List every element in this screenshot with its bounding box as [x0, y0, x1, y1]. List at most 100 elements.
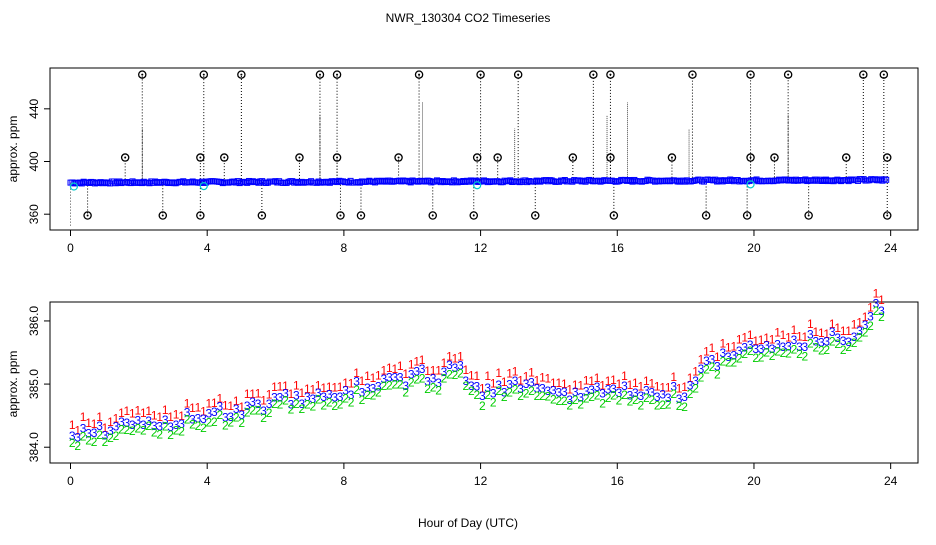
measurement-point: [753, 176, 760, 183]
measurement-point: [253, 179, 260, 186]
series-1-point: 1: [752, 334, 759, 348]
series-1-point: 1: [288, 387, 295, 401]
flag-point-dot: [298, 156, 301, 159]
measurement-point: [285, 178, 292, 185]
series-1-point: 1: [326, 380, 333, 394]
top-panel: 0 4 8 12 16 20 24 360 400 440: [27, 67, 919, 255]
series-2-point: 2: [796, 347, 803, 361]
series-2-point: 2: [424, 382, 431, 396]
series-1-point: 1: [391, 362, 398, 376]
series-1-point: 1: [703, 344, 710, 358]
series-3-point: 3: [561, 385, 568, 399]
series-2-point: 2: [441, 371, 448, 385]
series-3-point: 3: [441, 365, 448, 379]
series-3-point: 3: [419, 362, 426, 376]
x-tick-label: 12: [474, 474, 488, 488]
series-3-point: 3: [555, 386, 562, 400]
measurement-point: [821, 177, 828, 184]
series-1-point: 1: [687, 371, 694, 385]
measurement-point: [501, 177, 508, 184]
plot-frame: [49, 67, 919, 231]
series-1-point: 1: [91, 417, 98, 431]
measurement-point: [719, 178, 726, 185]
flag-point-dot: [496, 156, 499, 159]
series-3-point: 3: [74, 431, 81, 445]
measurement-point: [328, 178, 335, 185]
flag-point: [220, 153, 229, 162]
series-2-point: 2: [545, 389, 552, 403]
series-1-point: 1: [621, 369, 628, 383]
measurement-point: [396, 177, 403, 184]
measurement-point: [614, 178, 621, 185]
measurement-point: [486, 178, 493, 185]
flag-point-dot: [749, 156, 752, 159]
series-1-point: 1: [807, 317, 814, 331]
series-2-point: 2: [577, 397, 584, 411]
series-1-point: 1: [654, 379, 661, 393]
series-3-point: 3: [495, 378, 502, 392]
series-3-point: 3: [878, 304, 885, 318]
measurement-point: [776, 176, 783, 183]
measurement-point: [465, 178, 472, 185]
measurement-point: [231, 178, 238, 185]
measurement-point: [770, 178, 777, 185]
series-3-point: 3: [791, 333, 798, 347]
series-2-point: 2: [370, 389, 377, 403]
measurement-point: [853, 176, 860, 183]
measurement-point: [586, 176, 593, 183]
series-2-point: 2: [676, 399, 683, 413]
measurement-point: [638, 178, 645, 185]
series-1-point: 1: [233, 394, 240, 408]
series-2-point: 2: [320, 399, 327, 413]
flag-point: [804, 211, 813, 220]
measurement-point: [127, 180, 134, 187]
measurement-point: [413, 178, 420, 185]
measurement-point: [697, 176, 704, 183]
series-3-point: 3: [840, 334, 847, 348]
series-3-point: 3: [473, 380, 480, 394]
series-1-point: 1: [441, 356, 448, 370]
series-1-point: 1: [74, 423, 81, 437]
measurement-point: [422, 178, 429, 185]
y-tick-label: 360: [27, 204, 41, 224]
series-1-point: 1: [670, 370, 677, 384]
measurement-point: [559, 177, 566, 184]
series-2-point: 2: [769, 349, 776, 363]
series-1-point: 1: [370, 371, 377, 385]
series-3-point: 3: [736, 344, 743, 358]
flag-point: [315, 70, 325, 79]
measurement-point: [332, 178, 339, 185]
series-3-point: 3: [249, 395, 256, 409]
measurement-point: [458, 178, 465, 185]
measurement-point: [715, 177, 722, 184]
series-3-point: 3: [293, 388, 300, 402]
measurement-point: [86, 179, 93, 186]
series-3-point: 3: [337, 390, 344, 404]
measurement-point: [300, 179, 307, 186]
measurement-point: [623, 177, 630, 184]
series-2-point: 2: [266, 406, 273, 420]
measurement-point: [146, 180, 153, 187]
series-1-point: 1: [435, 364, 442, 378]
series-3-point: 3: [670, 380, 677, 394]
series-2-point: 2: [665, 397, 672, 411]
series-2-point: 2: [512, 383, 519, 397]
series-2-point: 2: [452, 368, 459, 382]
series-1-point: 1: [572, 378, 579, 392]
series-1-point: 1: [178, 409, 185, 423]
measurement-point: [129, 178, 136, 185]
series-2-point: 2: [506, 385, 513, 399]
series-3-point: 3: [435, 376, 442, 390]
series-3-point: 3: [802, 340, 809, 354]
series-1-point: 1: [244, 387, 251, 401]
series-3-point: 3: [342, 383, 349, 397]
flag-point-dot: [773, 156, 776, 159]
series-1-point: 1: [479, 382, 486, 396]
flag-point: [295, 153, 304, 162]
series-2-point: 2: [69, 436, 76, 450]
flag-point: [742, 211, 752, 220]
series-2-point: 2: [140, 423, 147, 437]
series-1-point: 1: [156, 410, 163, 424]
flag-point-dot: [240, 73, 243, 76]
series-3-point: 3: [747, 338, 754, 352]
